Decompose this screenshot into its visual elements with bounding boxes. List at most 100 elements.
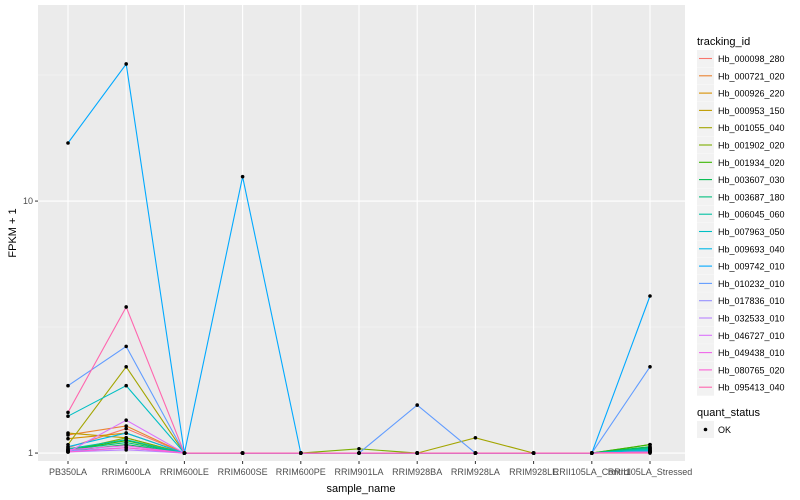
legend-item: Hb_046727_010 xyxy=(697,326,785,344)
shape-legend-point xyxy=(703,427,708,432)
legend-label: Hb_009693_040 xyxy=(718,244,785,254)
data-point xyxy=(66,410,70,415)
legend-label: Hb_003687_180 xyxy=(718,192,785,202)
legend-label: Hb_006045_060 xyxy=(718,210,785,220)
legend-label: Hb_001902_020 xyxy=(718,141,785,151)
x-tick-label: RRIM600SE xyxy=(218,467,268,477)
shape-legend-item: OK xyxy=(697,421,731,438)
legend-item: Hb_080765_020 xyxy=(697,361,785,379)
data-point xyxy=(357,451,361,455)
data-point xyxy=(124,364,128,369)
y-tick-label: 1 xyxy=(28,448,33,458)
legend-label: Hb_080765_020 xyxy=(718,365,785,375)
legend-label: Hb_000721_020 xyxy=(718,71,785,81)
data-point xyxy=(66,431,70,435)
x-tick-label: RRIM928LE xyxy=(509,467,558,477)
x-axis-title: sample_name xyxy=(326,483,395,495)
legend-item: Hb_009742_010 xyxy=(697,257,785,275)
data-point xyxy=(124,424,128,428)
data-point xyxy=(124,344,128,349)
legend-item: Hb_000953_150 xyxy=(697,101,785,119)
legend-label: Hb_001055_040 xyxy=(718,123,785,133)
data-point xyxy=(66,383,70,388)
legend-item: Hb_006045_060 xyxy=(697,205,785,223)
data-point xyxy=(240,174,245,179)
x-tick-label: RRIM901LA xyxy=(334,467,383,477)
data-point xyxy=(473,435,478,440)
y-tick-label: 10 xyxy=(23,196,33,206)
data-point xyxy=(124,418,128,423)
data-point xyxy=(66,444,70,449)
data-point xyxy=(357,446,361,451)
data-point xyxy=(299,451,303,455)
data-point xyxy=(124,437,128,442)
legend-label: Hb_017836_010 xyxy=(718,296,785,306)
data-point xyxy=(648,294,652,298)
data-point xyxy=(648,364,652,369)
legend-label: Hb_032533_010 xyxy=(718,314,785,324)
legend-label: Hb_046727_010 xyxy=(718,331,785,341)
shape-legend: quant_status OK xyxy=(697,407,760,438)
x-tick-label: RRII105LA_Control xyxy=(553,467,631,477)
data-point xyxy=(415,451,420,455)
data-point xyxy=(182,451,187,455)
data-point xyxy=(531,451,536,455)
data-point xyxy=(590,451,594,455)
data-point xyxy=(124,426,128,431)
data-point xyxy=(124,440,128,445)
data-point xyxy=(415,403,420,407)
minor-gridlines xyxy=(38,74,685,328)
legend-label: Hb_001934_020 xyxy=(718,158,785,168)
x-tick-label: RRIM928BA xyxy=(392,467,442,477)
legend-label: Hb_095413_040 xyxy=(718,383,785,393)
color-legend: tracking_id Hb_000098_280 Hb_000721_020 Hb… xyxy=(697,36,785,396)
legend-item: Hb_017836_010 xyxy=(697,292,785,310)
legend-item: Hb_010232_010 xyxy=(697,274,785,292)
legend-item: Hb_095413_040 xyxy=(697,378,785,396)
legend-item: Hb_032533_010 xyxy=(697,309,785,327)
legend-item: Hb_001055_040 xyxy=(697,119,785,137)
legend-item: Hb_007963_050 xyxy=(697,223,785,240)
legend-item: Hb_003607_030 xyxy=(697,171,785,189)
data-point xyxy=(124,62,128,66)
legend-item: Hb_000098_280 xyxy=(697,50,785,67)
data-point xyxy=(124,431,128,435)
data-point xyxy=(240,451,245,455)
x-tick-label: RRIM600LE xyxy=(160,467,209,477)
x-tick-label: RRIM600PE xyxy=(276,467,326,477)
legend-label: Hb_007963_050 xyxy=(718,227,785,237)
data-point xyxy=(648,451,652,455)
shape-legend-title: quant_status xyxy=(697,407,760,419)
legend-item: Hb_000926_220 xyxy=(697,84,785,102)
shape-legend-label: OK xyxy=(718,425,731,435)
x-axis-ticks: PB350LA RRIM600LA RRIM600LE RRIM600SE RRIM60… xyxy=(49,461,692,477)
data-point xyxy=(66,141,70,145)
data-point xyxy=(124,305,128,309)
data-point xyxy=(473,451,478,455)
x-tick-label: PB350LA xyxy=(49,467,87,477)
legend-item: Hb_001934_020 xyxy=(697,153,785,171)
plot-panel xyxy=(38,5,685,461)
legend-item: Hb_049438_010 xyxy=(697,344,785,362)
legend-label: Hb_010232_010 xyxy=(718,279,785,289)
legend-item: Hb_003687_180 xyxy=(697,188,785,206)
data-point xyxy=(66,436,70,441)
legend-label: Hb_000098_280 xyxy=(718,54,785,64)
y-axis-ticks: 1 10 xyxy=(23,196,38,458)
data-point xyxy=(66,450,70,454)
data-point xyxy=(124,383,128,388)
legend-label: Hb_049438_010 xyxy=(718,348,785,358)
data-points xyxy=(66,62,652,455)
x-tick-label: RRIM928LA xyxy=(451,467,500,477)
data-point xyxy=(124,445,128,450)
legend-item: Hb_009693_040 xyxy=(697,240,785,258)
legend-item: Hb_001902_020 xyxy=(697,136,785,154)
legend-label: Hb_003607_030 xyxy=(718,175,785,185)
data-point xyxy=(66,414,70,419)
x-tick-label: RRIM600LA xyxy=(102,467,151,477)
legend-label: Hb_000953_150 xyxy=(718,106,785,116)
y-axis-title: FPKM + 1 xyxy=(7,208,19,257)
x-tick-label: RRII105LA_Stressed xyxy=(608,467,693,477)
legend-title: tracking_id xyxy=(697,36,750,48)
